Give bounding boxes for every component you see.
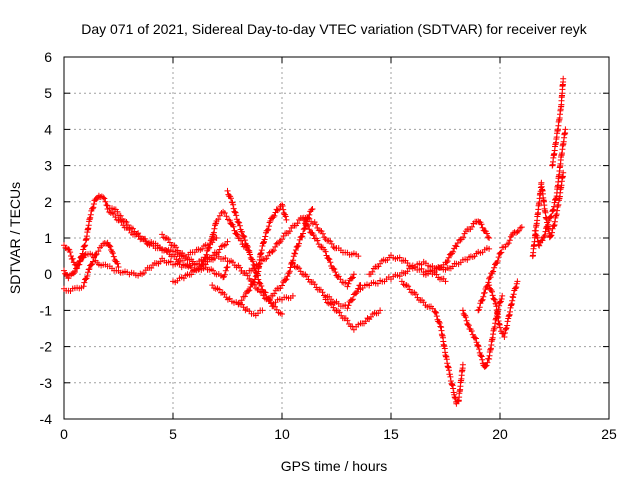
data-point-markers: [61, 239, 122, 294]
data-point-markers: [289, 260, 364, 312]
data-point-markers: [300, 216, 357, 290]
data-points: [61, 75, 569, 407]
x-tick-label: 20: [492, 426, 508, 442]
x-tick-label: 5: [169, 426, 177, 442]
y-tick-label: 2: [44, 194, 52, 210]
series-arc-20: [475, 224, 525, 314]
x-tick-label: 10: [274, 426, 290, 442]
series-arc-18: [420, 218, 493, 278]
y-tick-label: 4: [44, 121, 52, 137]
data-point-markers: [209, 282, 266, 319]
y-tick-label: -4: [40, 411, 53, 427]
data-point-markers: [224, 187, 285, 317]
data-point-markers: [475, 224, 525, 314]
series-arc-7: [224, 187, 285, 317]
x-tick-label: 15: [383, 426, 399, 442]
data-point-markers: [355, 245, 493, 293]
x-tick-label: 25: [601, 426, 617, 442]
series-arc-21: [486, 278, 521, 340]
x-tick-label: 0: [60, 426, 68, 442]
y-tick-label: 5: [44, 85, 52, 101]
series-arc-23: [531, 126, 569, 249]
y-tick-label: -3: [40, 375, 53, 391]
series-arc-4: [104, 206, 231, 281]
series-arc-9: [209, 282, 266, 319]
chart-title: Day 071 of 2021, Sidereal Day-to-day VTE…: [81, 21, 587, 37]
data-point-markers: [104, 206, 231, 281]
data-point-markers: [268, 206, 316, 299]
data-point-markers: [322, 296, 384, 333]
y-tick-label: 3: [44, 158, 52, 174]
x-axis: 0 5 10 15 20 25: [60, 57, 617, 442]
y-tick-label: -1: [40, 302, 53, 318]
series-arc-24: [549, 75, 567, 169]
y-tick-label: -2: [40, 339, 53, 355]
series-arc-14: [322, 296, 384, 333]
series-arc-13: [300, 216, 357, 290]
series-arc-22: [529, 169, 567, 260]
data-point-markers: [420, 218, 493, 278]
x-axis-label: GPS time / hours: [281, 458, 388, 474]
grid: [64, 57, 609, 419]
data-point-markers: [549, 75, 567, 169]
series-arc-2: [61, 239, 122, 294]
y-axis-label: SDTVAR / TECUs: [7, 182, 23, 294]
y-tick-label: 6: [44, 49, 52, 65]
data-point-markers: [398, 278, 466, 407]
series-arc-5: [159, 208, 253, 269]
y-tick-label: 0: [44, 266, 52, 282]
data-point-markers: [531, 126, 569, 249]
y-axis: -4 -3 -2 -1 0 1 2 3 4 5 6: [40, 49, 609, 427]
data-point-markers: [159, 208, 253, 269]
series-arc-12: [289, 260, 364, 312]
series-arc-11: [268, 206, 316, 299]
data-point-markers: [486, 278, 521, 340]
series-arc-15: [355, 245, 493, 293]
series-arc-17: [398, 278, 466, 407]
y-tick-label: 1: [44, 230, 52, 246]
data-point-markers: [529, 169, 567, 260]
